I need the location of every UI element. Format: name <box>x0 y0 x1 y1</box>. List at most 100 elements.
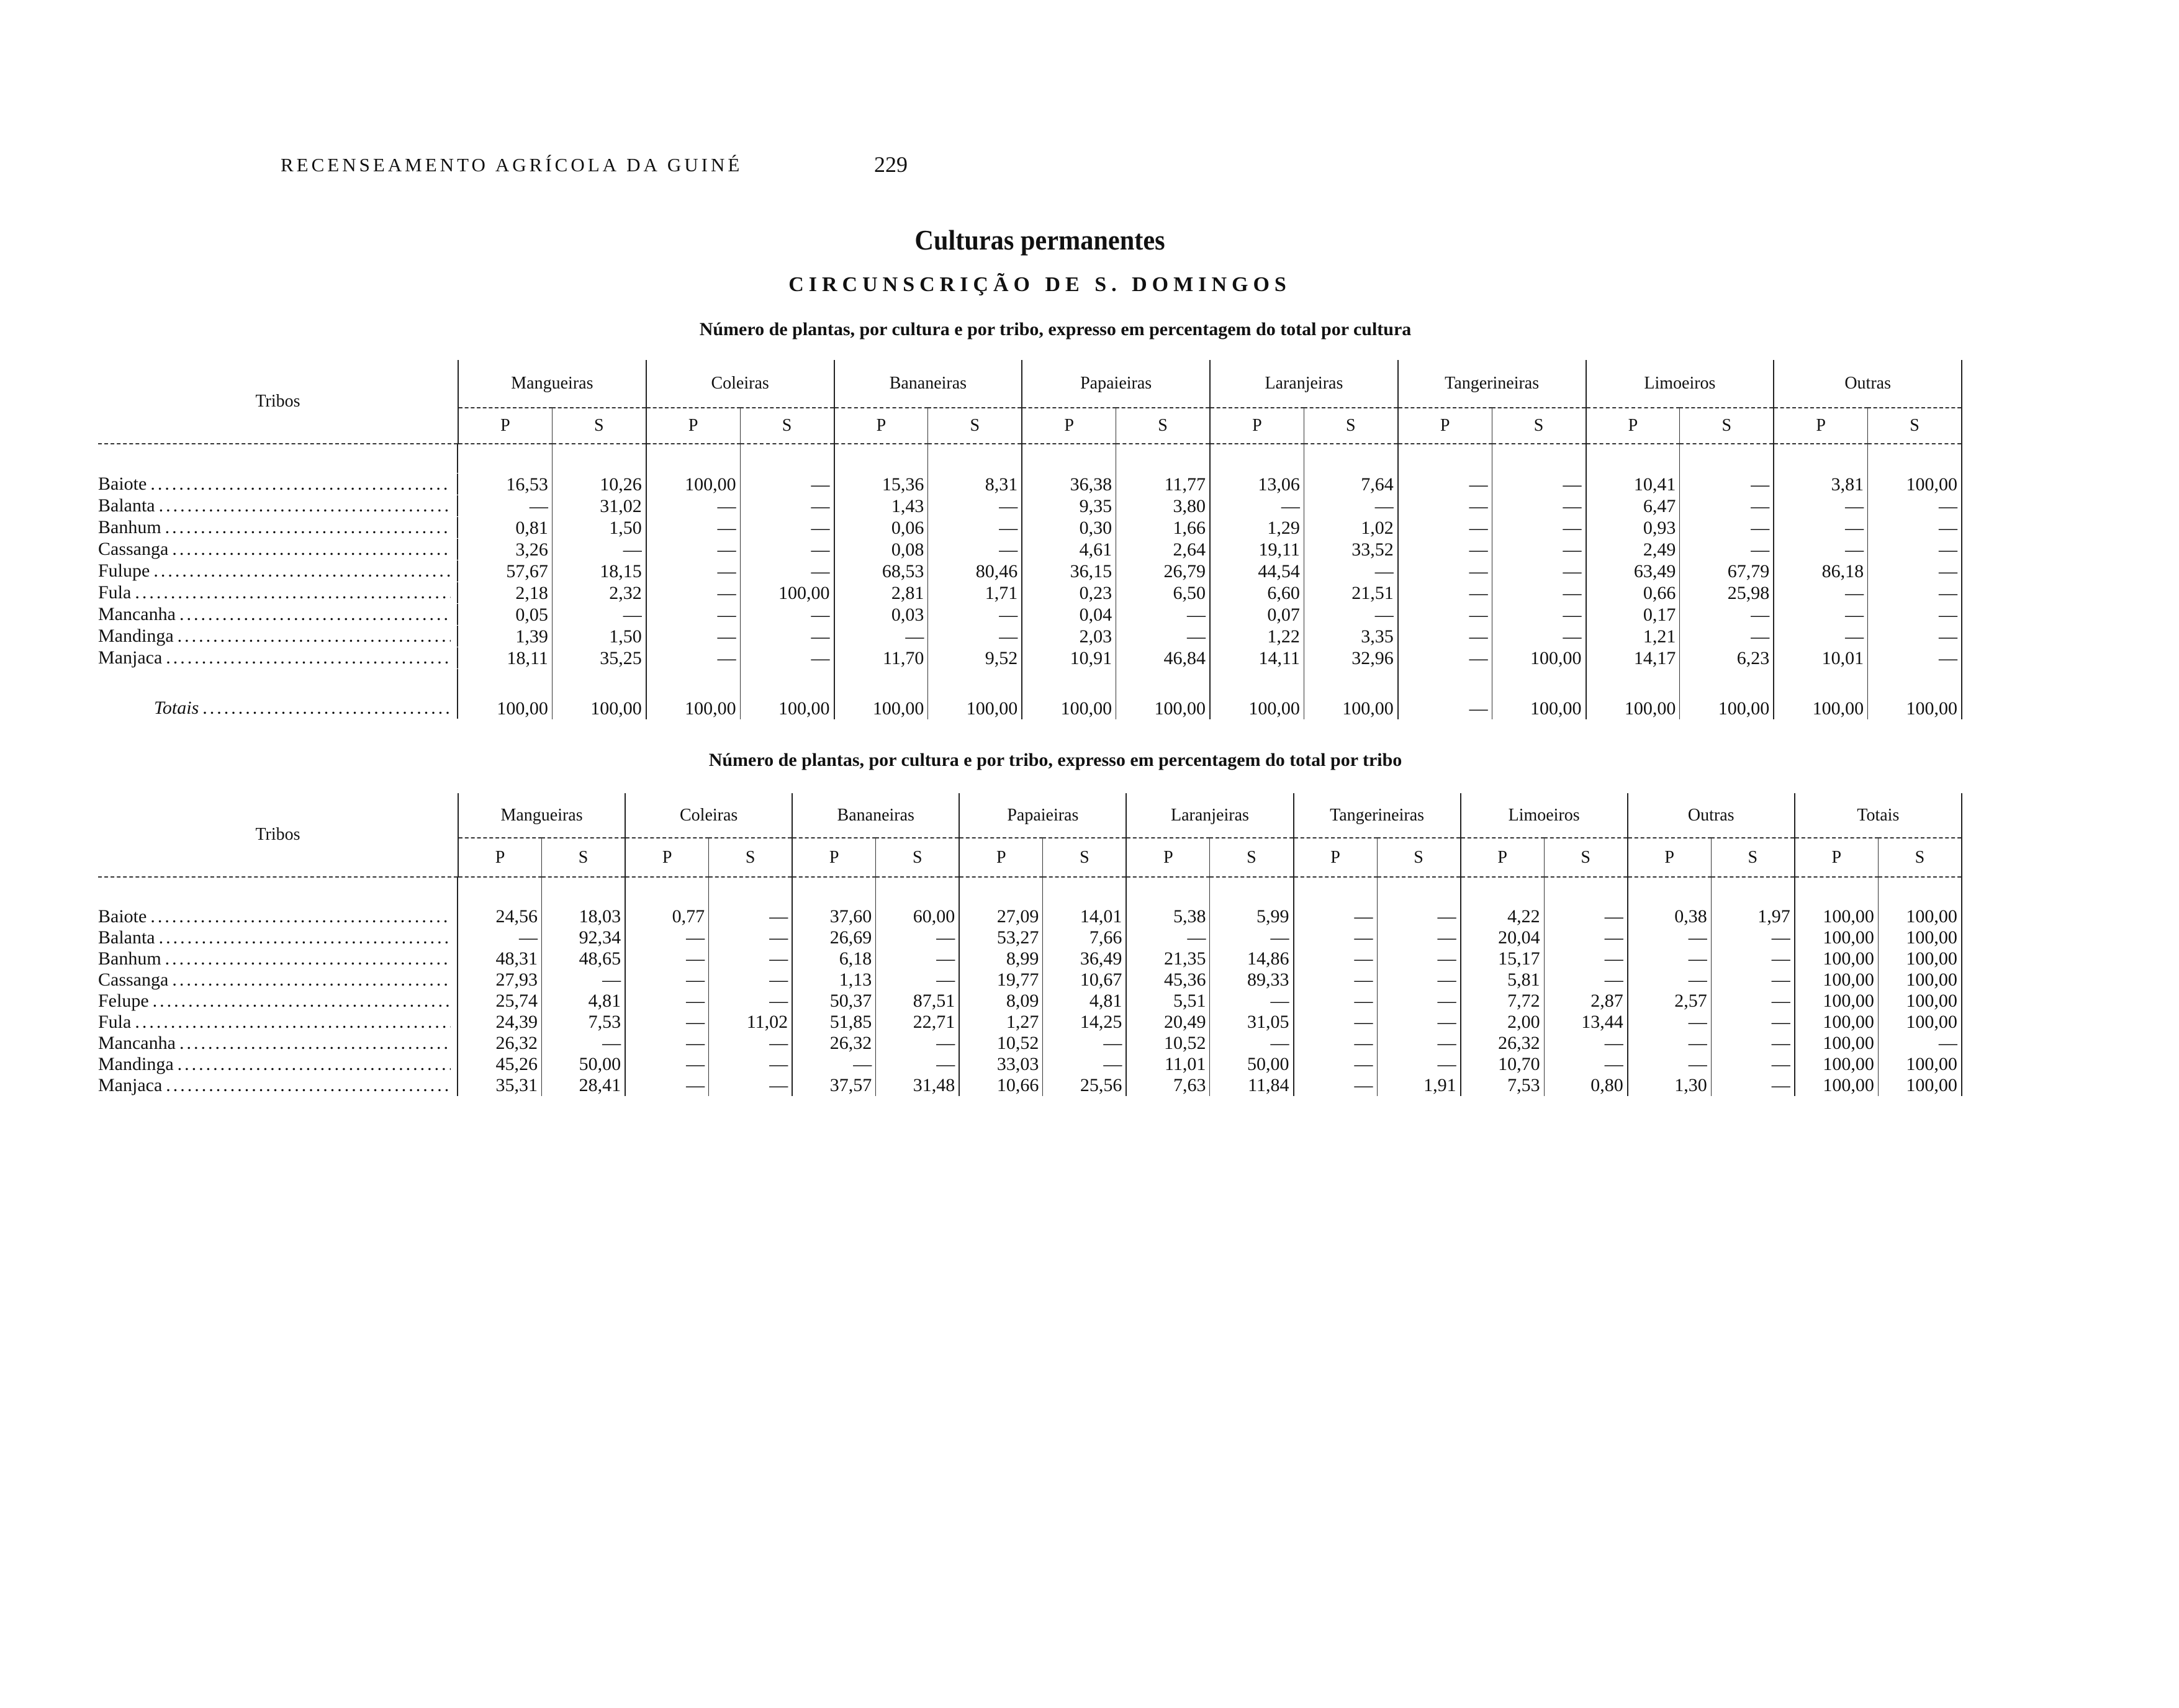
value-cell: 0,03 <box>834 604 929 626</box>
subheader-p: P <box>1022 408 1117 444</box>
value-cell: — <box>552 539 647 560</box>
value-cell: 14,17 <box>1586 647 1680 669</box>
value-cell: 5,81 <box>1460 969 1545 991</box>
column-group-limoeiros: Limoeiros <box>1460 793 1628 838</box>
totals-row: Totais..................................… <box>98 698 1963 719</box>
value-cell: 10,67 <box>1042 969 1127 991</box>
subheader-s: S <box>552 408 647 444</box>
tribe-name-cell: Totais..................................… <box>98 698 458 719</box>
table-row: Baiote..................................… <box>98 474 1963 495</box>
value-cell: 100,00 <box>1878 969 1962 991</box>
value-cell: — <box>1293 906 1378 927</box>
value-cell: 26,32 <box>458 1033 543 1054</box>
value-cell: — <box>625 927 710 948</box>
table-row: Mandinga................................… <box>98 626 1963 647</box>
value-cell: 68,53 <box>834 560 929 582</box>
value-cell: — <box>1774 495 1869 517</box>
spacer-cell <box>927 444 1023 474</box>
value-cell: 4,81 <box>1042 991 1127 1012</box>
value-cell: 100,00 <box>1878 906 1962 927</box>
value-cell: — <box>1492 560 1587 582</box>
value-cell: 1,29 <box>1210 517 1304 539</box>
value-cell: 100,00 <box>1878 927 1962 948</box>
table-row: Fula....................................… <box>98 582 1963 604</box>
table-row: Cassanga................................… <box>98 539 1963 560</box>
spacer-cell <box>1293 877 1378 906</box>
value-cell: — <box>1774 604 1869 626</box>
value-cell: 11,84 <box>1209 1075 1294 1096</box>
value-cell: 6,50 <box>1116 582 1211 604</box>
value-cell: — <box>740 517 835 539</box>
value-cell: 9,35 <box>1022 495 1117 517</box>
table-row: Banhum..................................… <box>98 948 1962 969</box>
value-cell: — <box>1544 948 1628 969</box>
value-cell: — <box>1397 517 1492 539</box>
spacer-cell <box>1867 669 1963 698</box>
tribe-label: Balanta <box>98 927 155 948</box>
value-cell: 7,53 <box>541 1012 626 1033</box>
spacer-cell <box>1711 877 1795 906</box>
value-cell: 1,21 <box>1586 626 1680 647</box>
spacer-cell <box>458 669 553 698</box>
value-cell: 21,51 <box>1304 582 1399 604</box>
header-group-row: Tribos Mangueiras Coleiras Bananeiras Papaie… <box>98 360 1963 444</box>
value-cell: — <box>708 948 793 969</box>
value-cell: 0,07 <box>1210 604 1304 626</box>
column-group-bananeiras: Bananeiras <box>834 360 1023 408</box>
value-cell: 7,64 <box>1304 474 1399 495</box>
value-cell: — <box>1627 1012 1712 1033</box>
dot-leader: ........................................… <box>135 1012 451 1032</box>
spacer-cell <box>740 669 835 698</box>
value-cell: 1,13 <box>792 969 877 991</box>
spacer-cell <box>646 669 741 698</box>
tribe-label: Mandinga <box>98 1054 174 1074</box>
total-value-cell: 100,00 <box>552 698 647 719</box>
value-cell: — <box>1377 1033 1461 1054</box>
value-cell: — <box>708 969 793 991</box>
dot-leader: ........................................… <box>172 539 451 559</box>
value-cell: 2,87 <box>1544 991 1628 1012</box>
value-cell: — <box>625 948 710 969</box>
value-cell: 2,18 <box>458 582 553 604</box>
tribe-name-cell: Felupe..................................… <box>98 991 458 1012</box>
value-cell: 89,33 <box>1209 969 1294 991</box>
subheader-p: P <box>458 408 553 444</box>
tribe-label: Fulupe <box>98 560 150 581</box>
column-group-outras: Outras <box>1774 360 1963 408</box>
value-cell: — <box>1711 1075 1795 1096</box>
value-cell: 6,23 <box>1679 647 1775 669</box>
spacer-cell <box>1397 444 1492 474</box>
spacer-cell <box>1116 444 1211 474</box>
value-cell: — <box>1627 969 1712 991</box>
value-cell: 8,09 <box>959 991 1044 1012</box>
dot-leader: ........................................… <box>135 582 451 603</box>
value-cell: — <box>740 474 835 495</box>
value-cell: 14,25 <box>1042 1012 1127 1033</box>
subheader-p: P <box>646 408 741 444</box>
value-cell: — <box>1711 1033 1795 1054</box>
value-cell: — <box>1042 1054 1127 1075</box>
spacer-cell <box>1209 877 1294 906</box>
value-cell: — <box>1293 991 1378 1012</box>
value-cell: 6,18 <box>792 948 877 969</box>
value-cell: 6,47 <box>1586 495 1680 517</box>
value-cell: — <box>1774 626 1869 647</box>
total-value-cell: 100,00 <box>1774 698 1869 719</box>
tribe-name-cell: Fulupe..................................… <box>98 560 458 582</box>
value-cell: — <box>1711 1012 1795 1033</box>
value-cell: — <box>740 539 835 560</box>
value-cell: 25,98 <box>1679 582 1775 604</box>
value-cell: 7,66 <box>1042 927 1127 948</box>
column-group-papaieiras: Papaieiras <box>1022 360 1211 408</box>
spacer-cell <box>1774 669 1869 698</box>
value-cell: — <box>927 604 1023 626</box>
spacer-cell <box>1492 669 1587 698</box>
value-cell: — <box>1774 582 1869 604</box>
value-cell: 2,03 <box>1022 626 1117 647</box>
value-cell: — <box>792 1054 877 1075</box>
value-cell: 3,80 <box>1116 495 1211 517</box>
value-cell: 10,41 <box>1586 474 1680 495</box>
value-cell: 31,48 <box>875 1075 960 1096</box>
